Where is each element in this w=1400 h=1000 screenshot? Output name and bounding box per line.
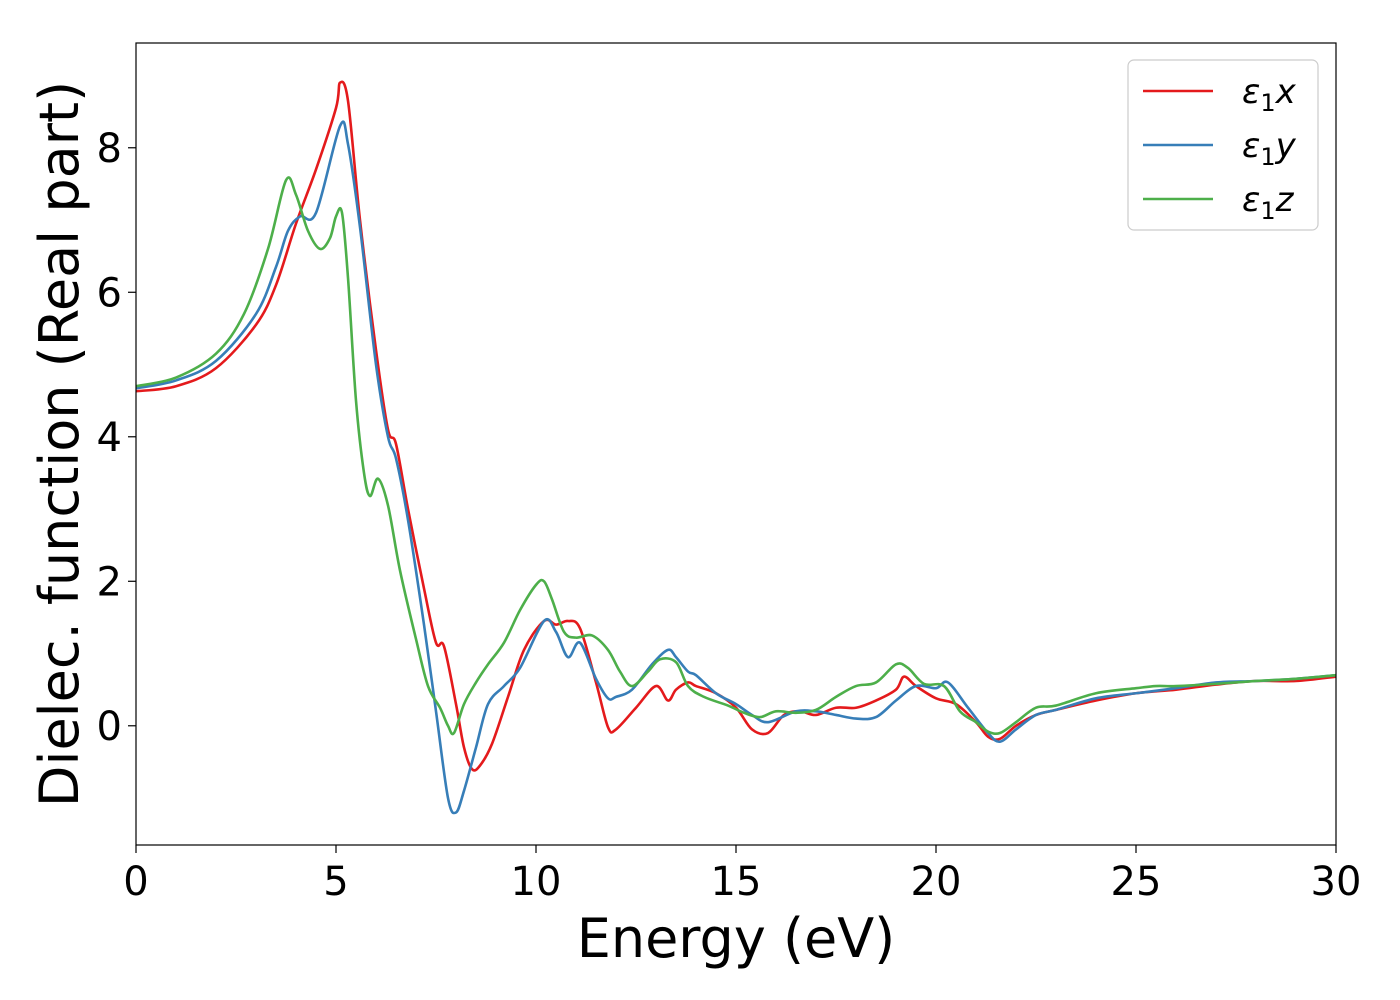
x-tick-label: 5 (323, 859, 348, 905)
y-axis-label: Dielec. function (Real part) (28, 81, 91, 807)
x-tick-label: 25 (1111, 859, 1162, 905)
x-tick-label: 20 (911, 859, 962, 905)
y-tick-label: 8 (97, 126, 122, 172)
legend: ε1x ε1y ε1z (1127, 59, 1319, 231)
series-line-y (136, 120, 1336, 815)
legend-label-y: ε1y (1242, 126, 1297, 171)
x-tick-label: 30 (1311, 859, 1362, 905)
y-axis: 0 2 4 6 8 (97, 126, 136, 750)
series-layer (136, 80, 1336, 815)
x-tick-label: 0 (123, 859, 148, 905)
x-tick-label: 10 (511, 859, 562, 905)
series-line-z (136, 176, 1336, 736)
legend-label-z: ε1z (1242, 180, 1295, 225)
legend-label-x: ε1x (1242, 72, 1297, 117)
y-tick-label: 2 (97, 559, 122, 605)
legend-box (1127, 59, 1319, 231)
x-axis-label: Energy (eV) (577, 907, 896, 970)
y-tick-label: 0 (97, 704, 122, 750)
x-tick-label: 15 (711, 859, 762, 905)
y-tick-label: 6 (97, 270, 122, 316)
x-axis: 0 5 10 15 20 25 30 (123, 845, 1361, 905)
y-tick-label: 4 (97, 415, 122, 461)
